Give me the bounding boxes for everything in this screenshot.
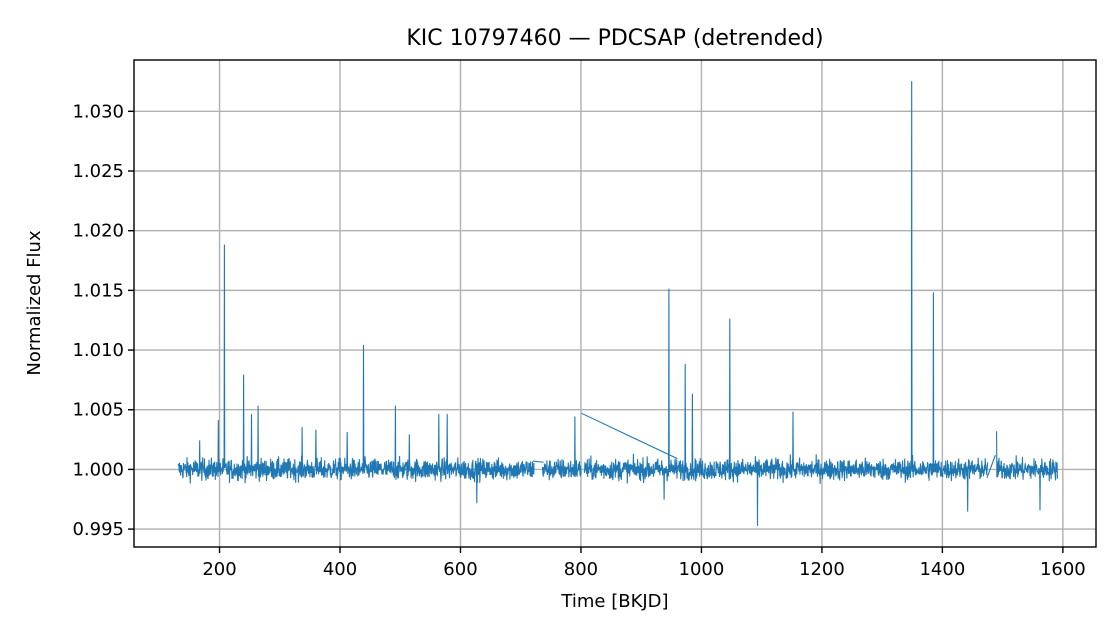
- y-axis-label: Normalized Flux: [24, 230, 45, 376]
- x-tick-label: 1000: [679, 559, 725, 580]
- x-tick-label: 800: [564, 559, 598, 580]
- flux-line-segment: [541, 416, 582, 481]
- x-tick-label: 600: [443, 559, 477, 580]
- y-axis-ticks: 0.995 1.000 1.005 1.010 1.015 1.020 1.025 1.030: [72, 101, 134, 540]
- y-tick-label: 1.000: [72, 459, 124, 480]
- x-tick-label: 1600: [1040, 559, 1086, 580]
- chart-title: KIC 10797460 — PDCSAP (detrended): [406, 26, 823, 51]
- flux-gap-connector: [532, 460, 544, 463]
- y-tick-label: 1.020: [72, 221, 124, 242]
- x-tick-label: 1200: [799, 559, 845, 580]
- y-tick-label: 1.030: [72, 101, 124, 122]
- x-tick-label: 200: [202, 559, 236, 580]
- y-tick-label: 0.995: [72, 519, 124, 540]
- flux-line-segment: [177, 244, 535, 504]
- flux-gap-connector: [581, 412, 678, 460]
- series-lines: [177, 80, 1058, 527]
- y-tick-label: 1.015: [72, 280, 124, 301]
- flux-line-segment: [583, 80, 989, 527]
- x-axis-ticks: 200 400 600 800 1000 1200 1400 1600: [202, 547, 1086, 580]
- y-tick-label: 1.025: [72, 161, 124, 182]
- x-tick-label: 400: [323, 559, 357, 580]
- flux-gap-connector: [986, 454, 996, 478]
- x-axis-label: Time [BKJD]: [560, 591, 668, 612]
- y-tick-label: 1.010: [72, 340, 124, 361]
- x-tick-label: 1400: [919, 559, 965, 580]
- plot-frame: [133, 59, 1097, 548]
- y-tick-label: 1.005: [72, 400, 124, 421]
- flux-line-segment: [996, 431, 1058, 511]
